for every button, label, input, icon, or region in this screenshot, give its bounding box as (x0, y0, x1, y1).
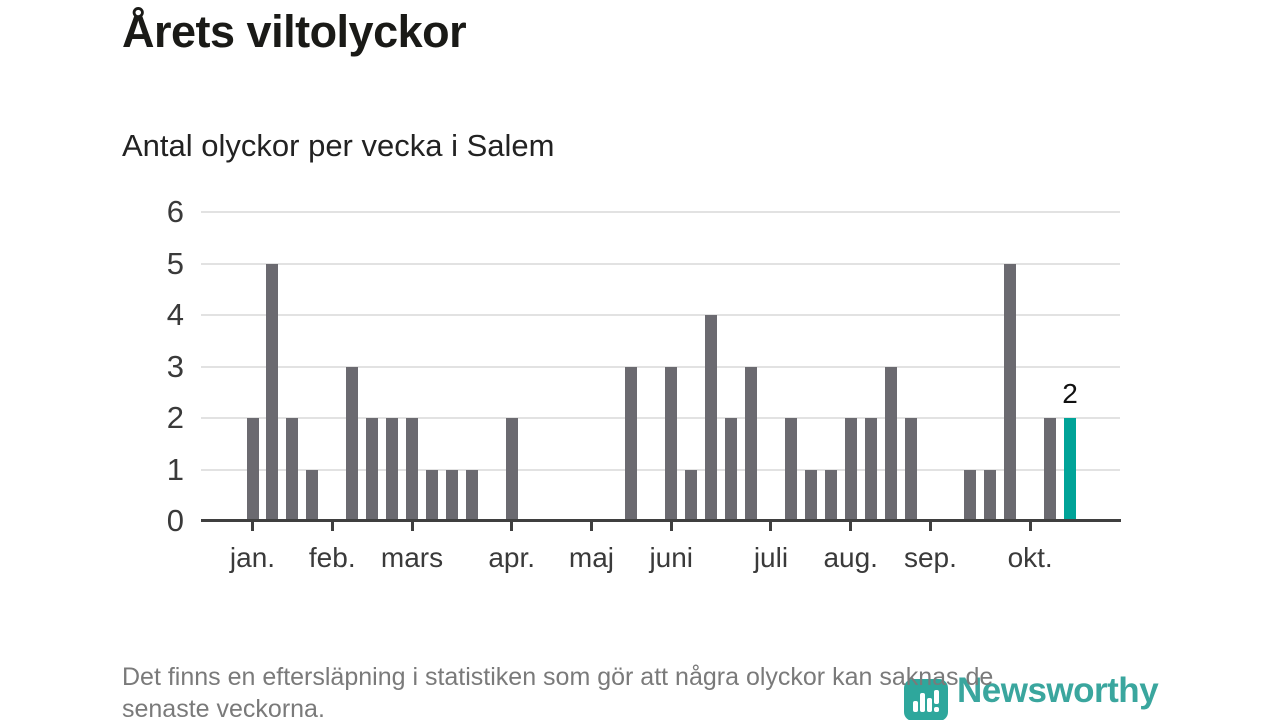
bar (366, 418, 379, 521)
x-axis-tick-juli (769, 522, 773, 531)
bar (1004, 263, 1017, 521)
y-axis-label-2: 2 (166, 400, 184, 435)
bar (625, 366, 638, 521)
bar (824, 469, 837, 521)
bar (406, 418, 419, 521)
bar (725, 418, 738, 521)
bar (266, 263, 279, 521)
bar (884, 366, 897, 521)
bar (964, 469, 977, 521)
bar (505, 418, 518, 521)
newsworthy-wordmark: Newsworthy (957, 671, 1159, 710)
bar (386, 418, 399, 521)
x-axis-label-juni: juni (649, 542, 694, 573)
x-axis-label-sep: sep. (903, 542, 957, 573)
bar (346, 366, 359, 521)
x-axis-label-okt: okt. (1007, 542, 1053, 573)
newsworthy-pin-icon (904, 679, 948, 720)
bar (286, 418, 299, 521)
gridline-y-6 (201, 211, 1120, 213)
bar (306, 469, 319, 521)
footnote-line-1: Det finns en eftersläpning i statistiken… (122, 663, 994, 691)
chart-title: Årets viltolyckor (122, 6, 467, 57)
x-axis-tick-apr (510, 522, 514, 531)
footnote: Det finns en eftersläpning i statistiken… (122, 661, 993, 720)
bar (745, 366, 757, 521)
x-axis-label-mars: mars (380, 542, 444, 573)
x-axis-line (201, 519, 1121, 522)
bar (784, 418, 797, 521)
gridline-y-3 (201, 365, 1120, 368)
bar (984, 469, 997, 521)
bar (1044, 418, 1057, 521)
bar (425, 469, 438, 521)
y-axis-label-4: 4 (166, 297, 184, 332)
bar (665, 366, 678, 521)
x-axis-tick-juni (669, 522, 673, 531)
x-axis-tick-aug (849, 522, 853, 531)
y-axis-label-1: 1 (166, 451, 184, 487)
y-axis-label-6: 6 (166, 194, 184, 229)
highlighted-bar (1064, 418, 1077, 521)
bar (465, 469, 478, 521)
gridline-y-1 (201, 468, 1120, 471)
x-axis-label-maj: maj (568, 542, 615, 573)
bar (904, 418, 917, 521)
gridline-y-4 (201, 314, 1120, 316)
y-axis-label-5: 5 (166, 245, 184, 281)
bar (685, 469, 698, 521)
bar (445, 469, 458, 521)
chart-subtitle: Antal olyckor per vecka i Salem (122, 128, 555, 163)
bar (705, 315, 718, 521)
bar (864, 418, 877, 521)
x-axis-tick-maj (589, 522, 593, 531)
highlighted-bar-value-label: 2 (1062, 378, 1078, 409)
bar (246, 418, 259, 521)
x-axis-tick-feb (330, 522, 334, 531)
newsworthy-logo: Newsworthy (903, 671, 1159, 720)
bar (804, 469, 817, 521)
x-axis-label-apr: apr. (488, 542, 536, 573)
gridline-y-2 (201, 417, 1120, 419)
x-axis-label-juli: juli (753, 542, 789, 573)
gridline-y-5 (201, 262, 1120, 265)
x-axis-tick-okt (1028, 522, 1032, 531)
x-axis-label-aug: aug. (823, 542, 878, 573)
y-axis-label-0: 0 (166, 503, 184, 538)
bar (844, 418, 857, 521)
x-axis-label-feb: feb. (308, 542, 356, 573)
y-axis-label-3: 3 (166, 348, 184, 384)
footnote-line-2: senaste veckorna. (122, 695, 325, 720)
x-axis-tick-jan (251, 522, 254, 531)
x-axis-tick-mars (410, 522, 414, 531)
x-axis-label-jan: jan. (229, 542, 276, 573)
x-axis-tick-sep (928, 522, 932, 531)
